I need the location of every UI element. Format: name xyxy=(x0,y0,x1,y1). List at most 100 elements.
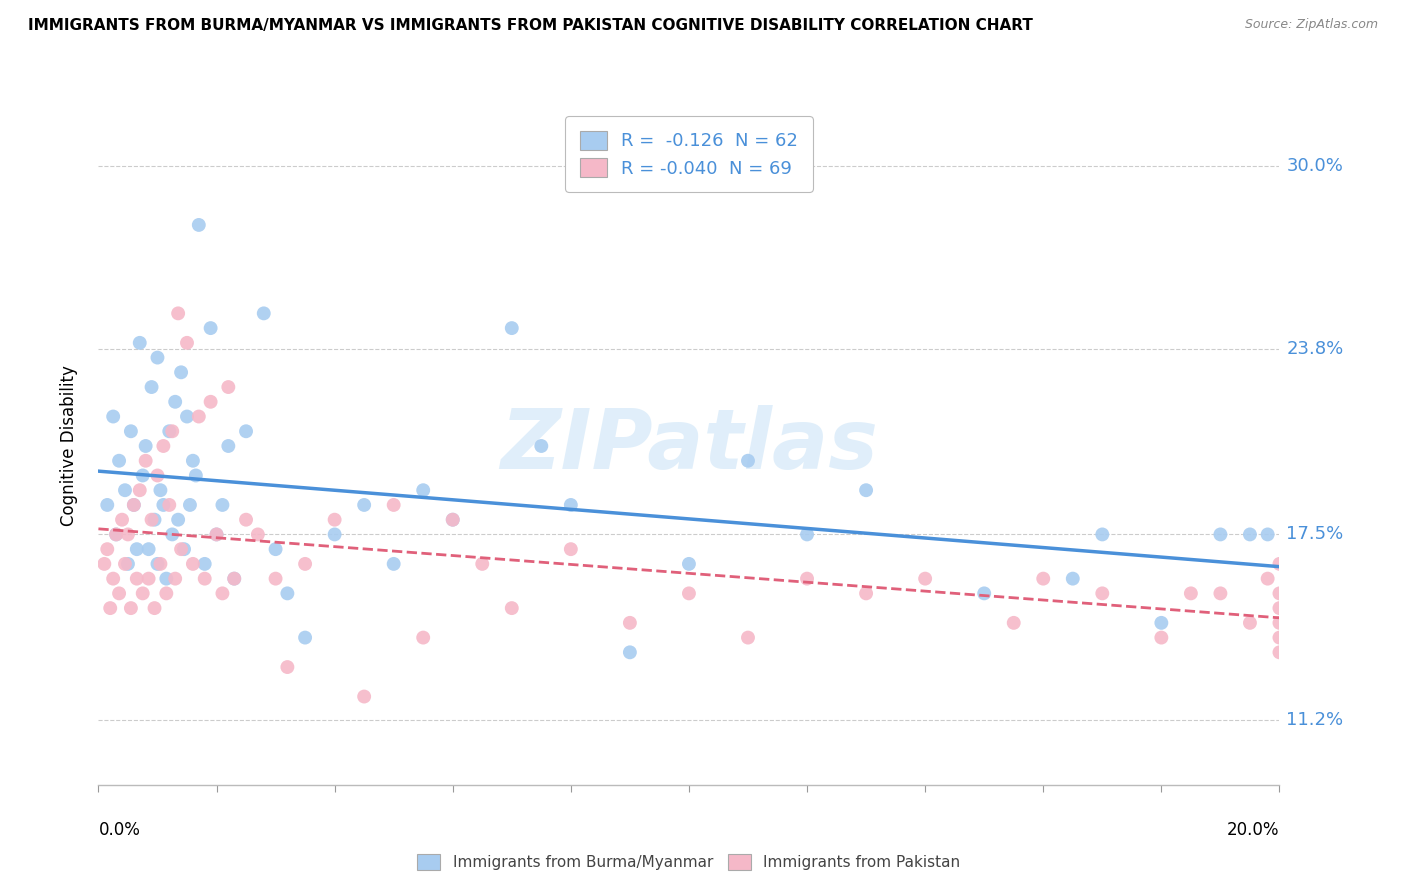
Point xyxy=(103,572,125,586)
Point xyxy=(1002,615,1025,630)
Point xyxy=(1257,572,1279,586)
Point xyxy=(217,380,239,394)
Point xyxy=(138,572,160,586)
Point xyxy=(1091,586,1114,600)
Text: 0.0%: 0.0% xyxy=(98,821,141,838)
Point xyxy=(149,557,172,571)
Point xyxy=(122,498,145,512)
Point xyxy=(120,424,142,438)
Point xyxy=(412,631,434,645)
Point xyxy=(135,454,157,468)
Point xyxy=(914,572,936,586)
Text: 23.8%: 23.8% xyxy=(1286,340,1344,358)
Point xyxy=(125,572,148,586)
Point xyxy=(678,586,700,600)
Point xyxy=(194,572,217,586)
Point xyxy=(1257,527,1279,541)
Text: 20.0%: 20.0% xyxy=(1227,821,1279,838)
Point xyxy=(146,468,169,483)
Y-axis label: Cognitive Disability: Cognitive Disability xyxy=(59,366,77,526)
Point xyxy=(382,498,405,512)
Point xyxy=(176,335,198,350)
Point xyxy=(141,513,163,527)
Text: 30.0%: 30.0% xyxy=(1286,157,1343,175)
Point xyxy=(530,439,553,453)
Point xyxy=(1180,586,1202,600)
Point xyxy=(165,572,187,586)
Point xyxy=(114,483,136,498)
Point xyxy=(224,572,246,586)
Point xyxy=(93,557,115,571)
Point xyxy=(149,483,172,498)
Point xyxy=(973,586,995,600)
Text: Source: ZipAtlas.com: Source: ZipAtlas.com xyxy=(1244,18,1378,31)
Point xyxy=(96,498,118,512)
Point xyxy=(179,498,201,512)
Point xyxy=(353,498,375,512)
Point xyxy=(194,557,217,571)
Point xyxy=(560,542,582,557)
Point xyxy=(103,409,125,424)
Point xyxy=(135,439,157,453)
Point xyxy=(152,439,174,453)
Point xyxy=(382,557,405,571)
Point xyxy=(1150,615,1173,630)
Point xyxy=(441,513,464,527)
Point xyxy=(187,218,209,232)
Point xyxy=(120,601,142,615)
Point xyxy=(1268,645,1291,659)
Point xyxy=(560,498,582,512)
Point xyxy=(170,365,193,379)
Point xyxy=(200,321,222,335)
Point xyxy=(235,513,257,527)
Text: ZIPatlas: ZIPatlas xyxy=(501,406,877,486)
Point xyxy=(441,513,464,527)
Point xyxy=(96,542,118,557)
Point xyxy=(143,513,166,527)
Text: 11.2%: 11.2% xyxy=(1286,711,1344,729)
Point xyxy=(1268,557,1291,571)
Point xyxy=(1032,572,1054,586)
Point xyxy=(619,645,641,659)
Point xyxy=(235,424,257,438)
Point xyxy=(155,586,177,600)
Point xyxy=(1268,586,1291,600)
Point xyxy=(1268,601,1291,615)
Point xyxy=(796,527,818,541)
Point xyxy=(796,572,818,586)
Point xyxy=(471,557,494,571)
Point xyxy=(146,557,169,571)
Point xyxy=(501,601,523,615)
Point xyxy=(211,586,233,600)
Point xyxy=(1091,527,1114,541)
Point xyxy=(132,586,155,600)
Point xyxy=(855,586,877,600)
Point xyxy=(122,498,145,512)
Point xyxy=(276,660,298,674)
Point xyxy=(1209,527,1232,541)
Point xyxy=(152,498,174,512)
Point xyxy=(162,424,183,438)
Point xyxy=(678,557,700,571)
Point xyxy=(205,527,228,541)
Point xyxy=(105,527,128,541)
Point xyxy=(264,542,287,557)
Point xyxy=(353,690,375,704)
Point xyxy=(184,468,207,483)
Point xyxy=(205,527,228,541)
Point xyxy=(176,409,198,424)
Point xyxy=(211,498,233,512)
Point xyxy=(1209,586,1232,600)
Point xyxy=(294,631,316,645)
Point xyxy=(117,527,139,541)
Point xyxy=(1239,527,1261,541)
Text: IMMIGRANTS FROM BURMA/MYANMAR VS IMMIGRANTS FROM PAKISTAN COGNITIVE DISABILITY C: IMMIGRANTS FROM BURMA/MYANMAR VS IMMIGRA… xyxy=(28,18,1033,33)
Point xyxy=(165,394,187,409)
Point xyxy=(323,527,346,541)
Point xyxy=(501,321,523,335)
Point xyxy=(1062,572,1084,586)
Point xyxy=(157,424,180,438)
Point xyxy=(412,483,434,498)
Point xyxy=(138,542,160,557)
Point xyxy=(173,542,195,557)
